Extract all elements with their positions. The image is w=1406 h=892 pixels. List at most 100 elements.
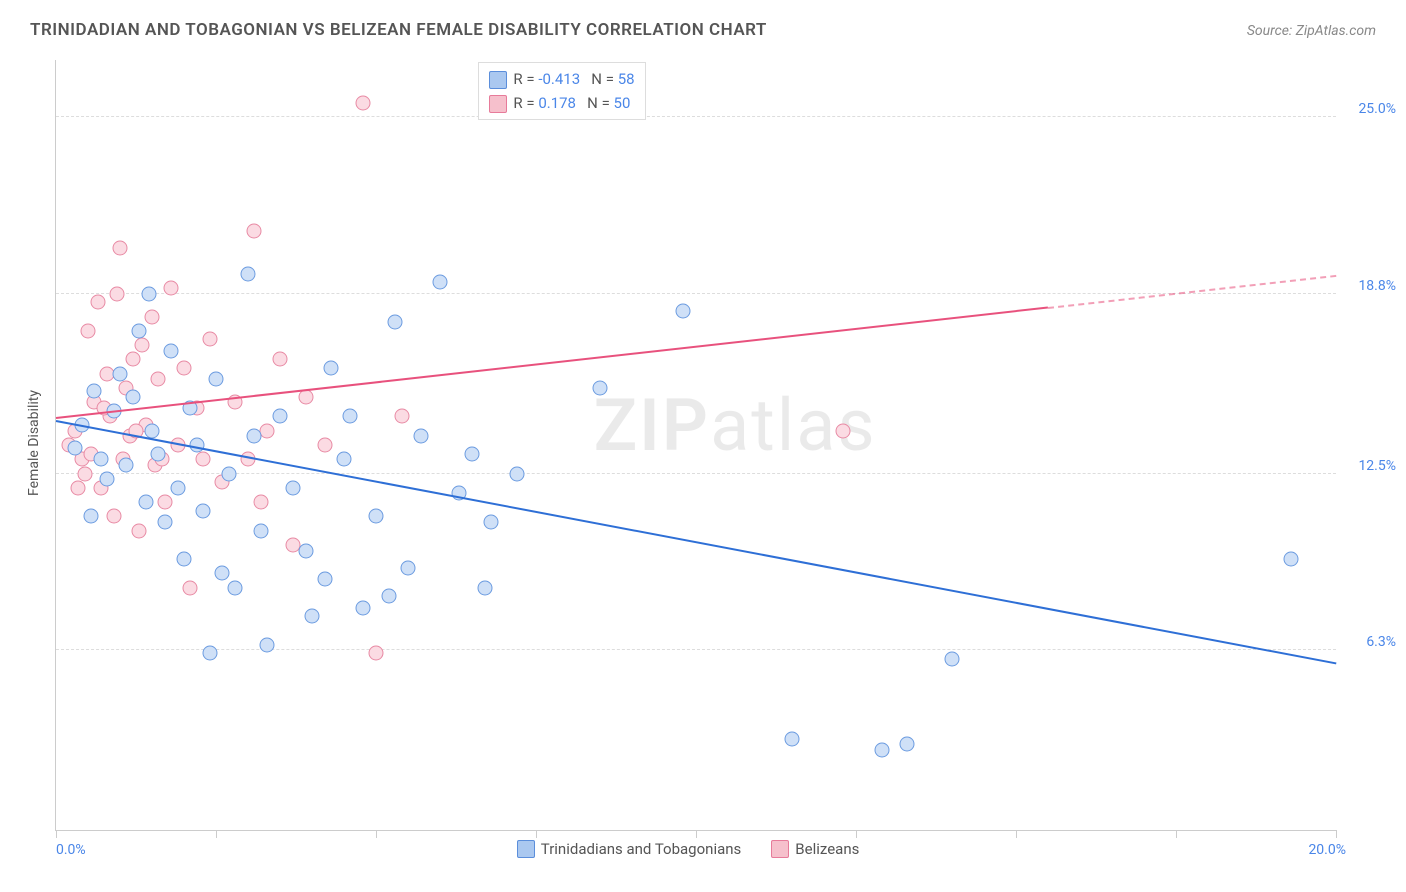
data-point-trinidadians [593,380,608,395]
correlation-legend-row: R = 0.178 N = 50 [489,91,634,115]
data-point-trinidadians [477,580,492,595]
data-point-belizeans [836,423,851,438]
data-point-trinidadians [157,515,172,530]
data-point-trinidadians [337,452,352,467]
x-tick [536,830,537,838]
data-point-belizeans [145,309,160,324]
data-point-belizeans [135,338,150,353]
y-tick-label: 18.8% [1346,278,1396,294]
data-point-belizeans [260,423,275,438]
x-tick [1176,830,1177,838]
data-point-belizeans [132,523,147,538]
legend-swatch [489,71,507,89]
data-point-trinidadians [305,609,320,624]
x-axis-max-label: 20.0% [1308,842,1346,858]
legend-label: Trinidadians and Tobagonians [541,840,741,858]
data-point-trinidadians [401,560,416,575]
data-point-trinidadians [119,457,134,472]
data-point-belizeans [369,646,384,661]
x-tick [376,830,377,838]
data-point-trinidadians [247,429,262,444]
data-point-trinidadians [100,472,115,487]
data-point-belizeans [151,372,166,387]
x-tick [56,830,57,838]
data-point-belizeans [164,281,179,296]
data-point-trinidadians [356,600,371,615]
gridline [56,116,1336,117]
trend-line-trinidadians [56,420,1336,664]
data-point-belizeans [106,509,121,524]
data-point-trinidadians [343,409,358,424]
data-point-belizeans [71,480,86,495]
data-point-trinidadians [164,343,179,358]
data-point-trinidadians [298,543,313,558]
y-tick-label: 12.5% [1346,458,1396,474]
data-point-trinidadians [132,323,147,338]
trend-line-belizeans [56,307,1048,419]
data-point-belizeans [394,409,409,424]
chart-title: TRINIDADIAN AND TOBAGONIAN VS BELIZEAN F… [30,20,767,40]
data-point-trinidadians [785,731,800,746]
data-point-trinidadians [215,566,230,581]
legend-label: Belizeans [795,840,859,858]
data-point-trinidadians [138,495,153,510]
data-point-trinidadians [221,466,236,481]
data-point-trinidadians [369,509,384,524]
data-point-trinidadians [170,480,185,495]
watermark: ZIPatlas [594,383,877,468]
data-point-belizeans [90,295,105,310]
legend-text: R = 0.178 N = 50 [513,94,630,112]
data-point-trinidadians [285,480,300,495]
data-point-trinidadians [202,646,217,661]
data-point-trinidadians [228,580,243,595]
x-tick [216,830,217,838]
data-point-belizeans [125,352,140,367]
data-point-trinidadians [260,637,275,652]
data-point-belizeans [317,438,332,453]
data-point-belizeans [77,466,92,481]
data-point-trinidadians [68,440,83,455]
data-point-belizeans [183,580,198,595]
data-point-belizeans [81,323,96,338]
data-point-trinidadians [273,409,288,424]
data-point-trinidadians [465,446,480,461]
data-point-trinidadians [209,372,224,387]
trend-line-belizeans-extrapolated [1048,275,1336,309]
data-point-trinidadians [84,509,99,524]
data-point-belizeans [273,352,288,367]
data-point-trinidadians [196,503,211,518]
x-axis-min-label: 0.0% [56,842,86,858]
data-point-trinidadians [381,589,396,604]
data-point-trinidadians [141,286,156,301]
correlation-legend: R = -0.413 N = 58 R = 0.178 N = 50 [478,62,645,120]
data-point-trinidadians [317,572,332,587]
title-bar: TRINIDADIAN AND TOBAGONIAN VS BELIZEAN F… [30,20,1376,40]
data-point-belizeans [157,495,172,510]
data-point-trinidadians [945,651,960,666]
data-point-trinidadians [900,737,915,752]
data-point-trinidadians [241,266,256,281]
x-tick [856,830,857,838]
data-point-trinidadians [151,446,166,461]
legend-swatch [517,840,535,858]
data-point-trinidadians [253,523,268,538]
data-point-trinidadians [676,303,691,318]
legend-swatch [771,840,789,858]
data-point-trinidadians [388,315,403,330]
correlation-legend-row: R = -0.413 N = 58 [489,67,634,91]
legend-text: R = -0.413 N = 58 [513,70,634,88]
gridline [56,473,1336,474]
data-point-belizeans [109,286,124,301]
data-point-trinidadians [1284,552,1299,567]
gridline [56,293,1336,294]
x-tick [1016,830,1017,838]
data-point-trinidadians [484,515,499,530]
y-axis-label: Female Disability [26,390,42,496]
data-point-belizeans [356,95,371,110]
data-point-trinidadians [509,466,524,481]
data-point-trinidadians [324,361,339,376]
series-legend: Trinidadians and Tobagonians Belizeans [517,839,860,858]
data-point-trinidadians [125,389,140,404]
x-tick [1336,830,1337,838]
data-point-trinidadians [433,275,448,290]
